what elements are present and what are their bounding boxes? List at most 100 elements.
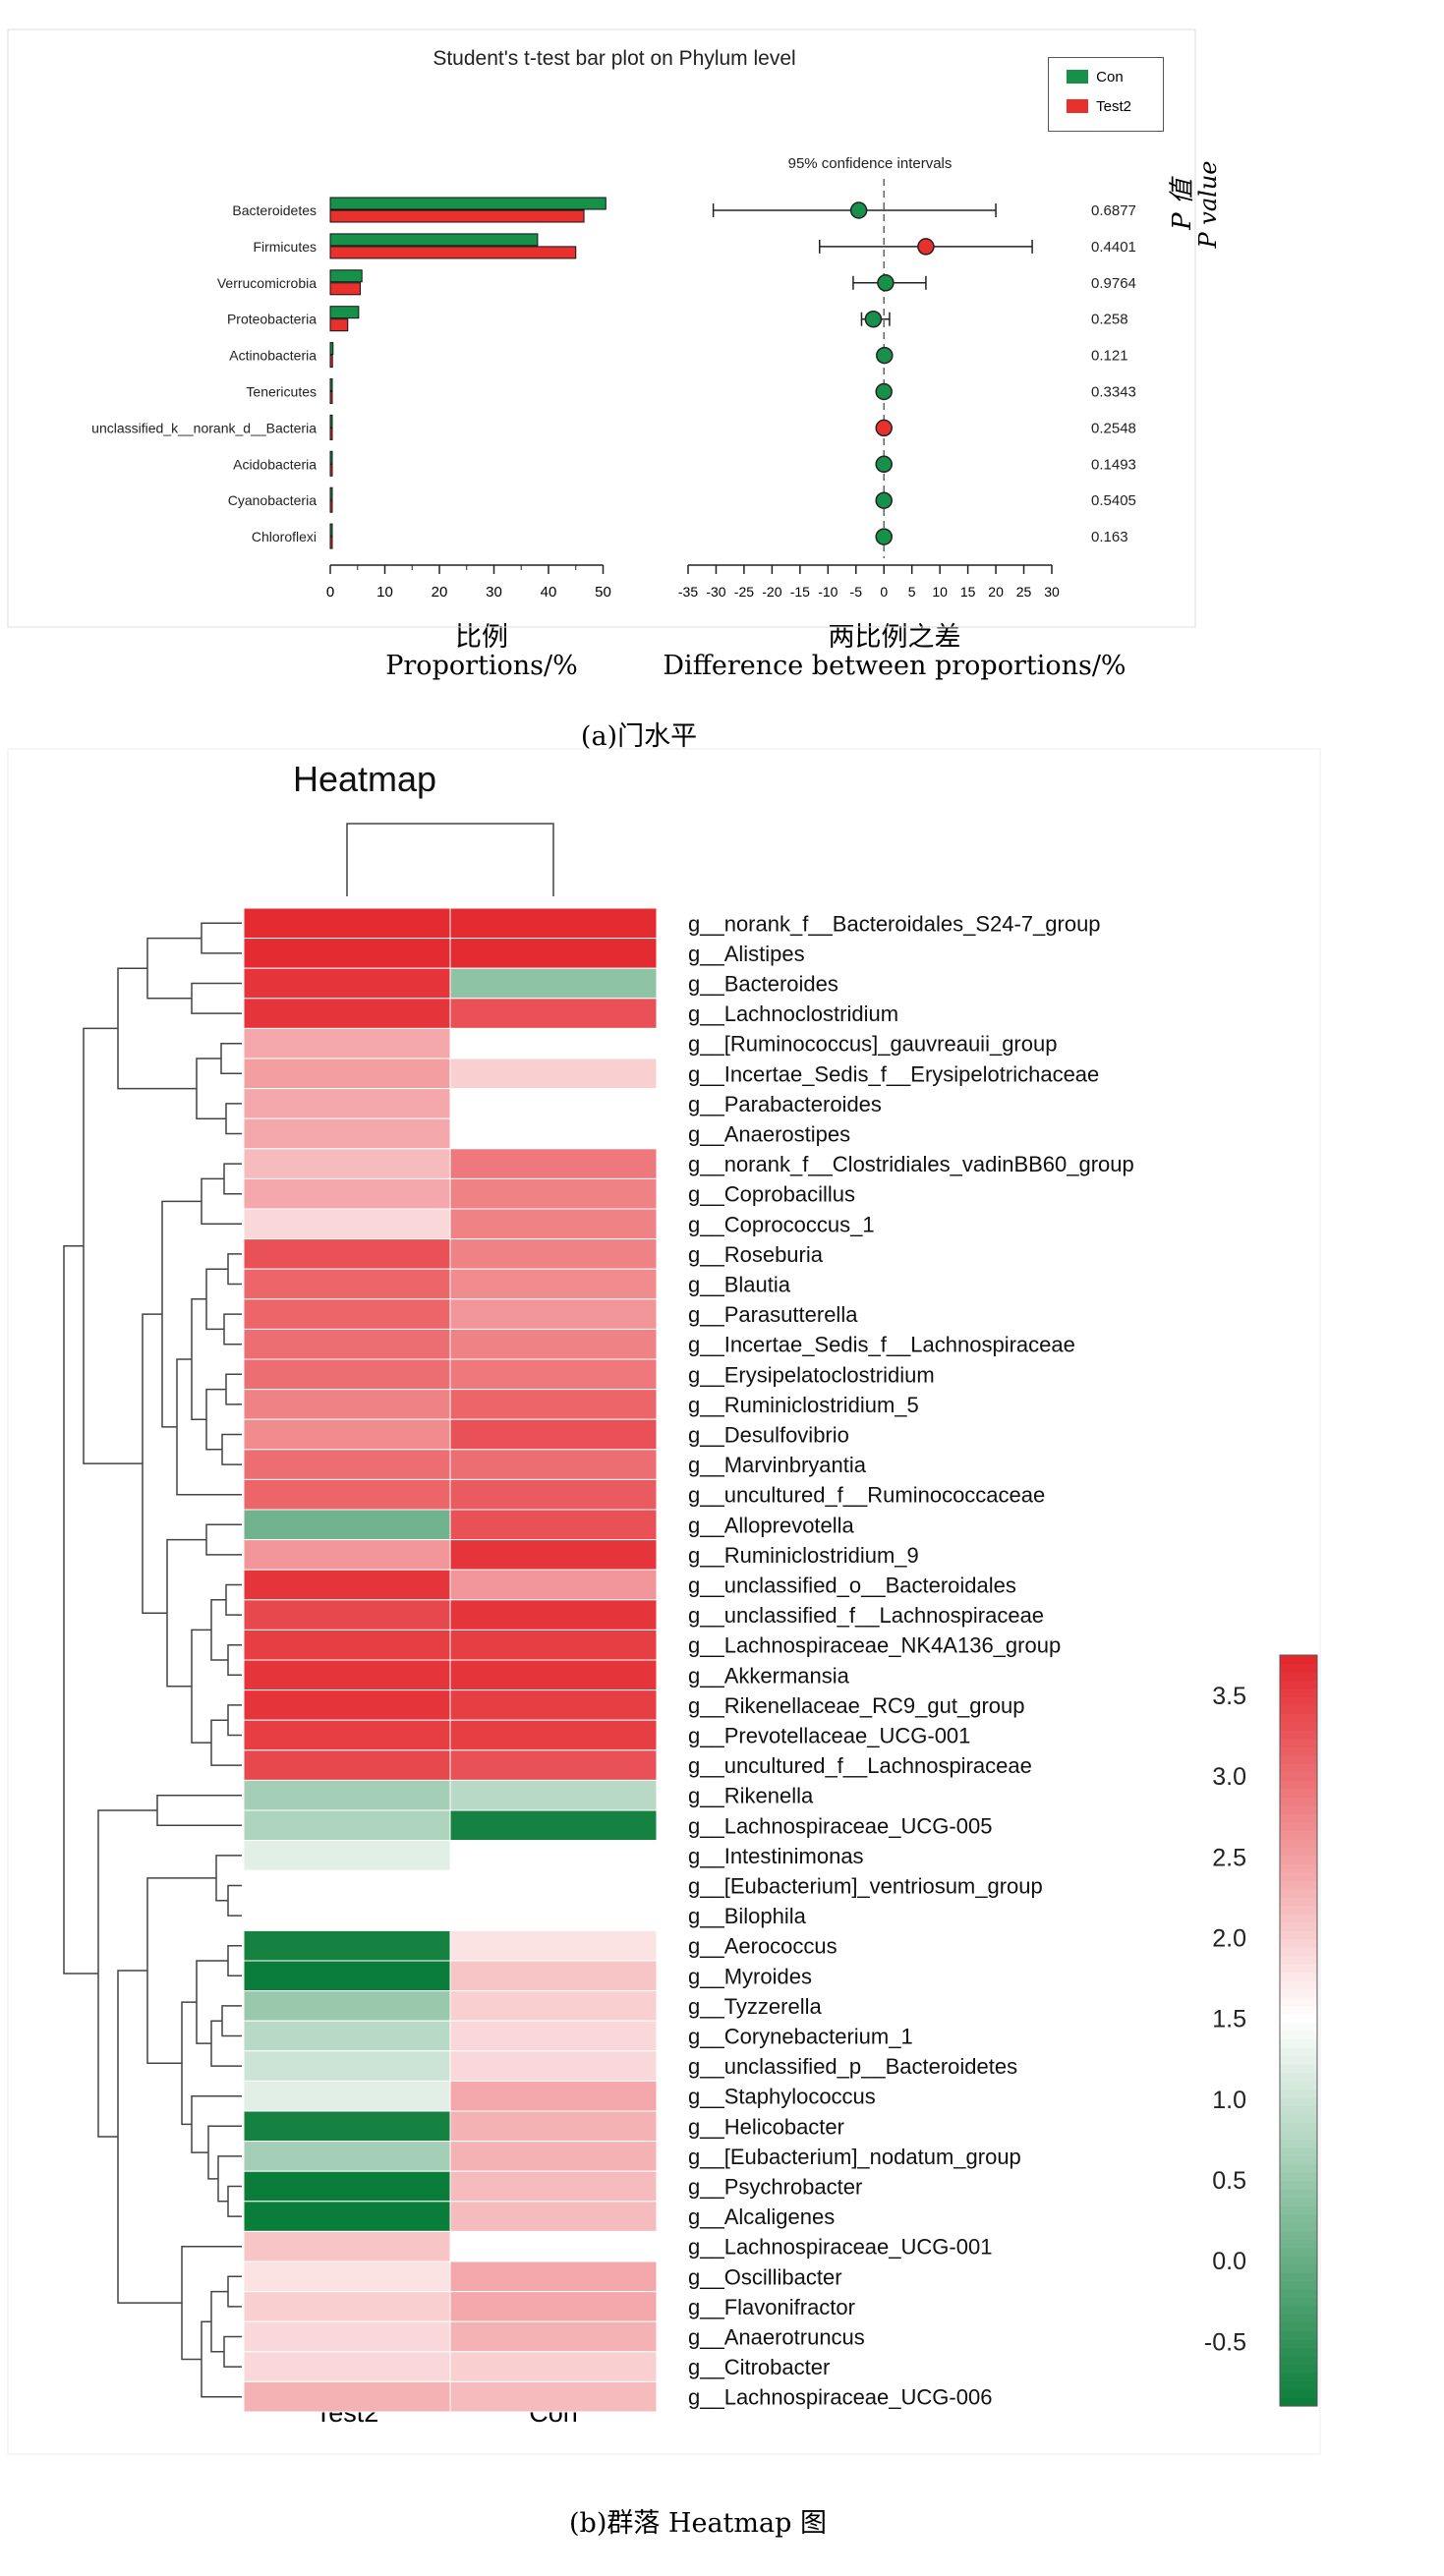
diff-x-tick-label: 5: [908, 584, 916, 600]
heatmap-cell: [243, 907, 451, 940]
caption-b: (b)群落 Heatmap 图: [569, 2508, 827, 2539]
row-label: g__Coprobacillus: [688, 1182, 855, 1207]
colorbar-segment: [1280, 1696, 1317, 1706]
heatmap-cell: [243, 2320, 451, 2353]
heatmap-cell: [449, 1779, 658, 1811]
row-dendrogram-branch: [223, 1163, 242, 1195]
heatmap-cell: [243, 2291, 451, 2322]
heatmap-cell: [449, 1869, 658, 1902]
heatmap-cell: [243, 1900, 451, 1931]
row-dendrogram-branch: [201, 2320, 242, 2398]
heatmap-cell: [449, 2351, 658, 2382]
bar-x-tick-label: 10: [376, 584, 393, 601]
heatmap-cell: [243, 1449, 451, 1480]
colorbar-segment: [1280, 1671, 1317, 1682]
colorbar-segment: [1280, 1888, 1317, 1898]
colorbar-segment: [1280, 1905, 1317, 1915]
colorbar-tick-label: 1.5: [1212, 2006, 1246, 2033]
row-label: g__Anaerostipes: [688, 1122, 850, 1147]
row-label: g__norank_f__Bacteroidales_S24-7_group: [688, 911, 1101, 936]
heatmap-cell: [243, 1027, 451, 1059]
phylum-label: Acidobacteria: [233, 456, 317, 472]
colorbar-segment: [1280, 1797, 1317, 1806]
colorbar-segment: [1280, 2046, 1317, 2057]
p-value-label: 0.9764: [1091, 275, 1136, 292]
row-dendrogram-branch: [227, 2185, 242, 2217]
row-label: g__Incertae_Sedis_f__Erysipelotrichaceae: [688, 1061, 1099, 1086]
legend: Con Test2: [1048, 57, 1164, 132]
heatmap-cell: [449, 1298, 658, 1330]
row-dendrogram-branch: [205, 1523, 242, 1556]
row-label: g__Myroides: [688, 1964, 812, 1988]
row-dendrogram-branch: [210, 1719, 242, 1766]
colorbar-segment: [1280, 2230, 1317, 2240]
bar-test2: [329, 427, 333, 440]
heatmap-cell: [243, 1659, 451, 1691]
row-label: g__Desulfovibrio: [688, 1423, 849, 1448]
colorbar-segment: [1280, 1847, 1317, 1857]
heatmap-cell: [449, 2050, 658, 2082]
difference-point: [875, 455, 893, 474]
row-dendrogram-branch: [191, 1298, 206, 1420]
diff-x-tick-label: -20: [762, 584, 781, 600]
row-label: g__Rikenellaceae_RC9_gut_group: [688, 1693, 1024, 1718]
heatmap-cell: [243, 938, 451, 969]
phylum-label: Firmicutes: [253, 239, 317, 255]
heatmap-cell: [449, 2080, 658, 2112]
heatmap-cell: [243, 998, 451, 1029]
colorbar-segment: [1280, 2289, 1317, 2299]
row-label: g__uncultured_f__Ruminococcaceae: [688, 1483, 1045, 1508]
heatmap-cell: [449, 1840, 658, 1871]
colorbar-segment: [1280, 2222, 1317, 2232]
colorbar-segment: [1280, 1980, 1317, 1990]
colorbar-segment: [1280, 2072, 1317, 2082]
heatmap-cell: [449, 1177, 658, 1210]
heatmap-cell: [449, 1659, 658, 1691]
row-dendrogram-branch: [117, 967, 197, 1090]
heatmap-cell: [449, 998, 658, 1029]
colorbar-segment: [1280, 1680, 1317, 1689]
heatmap-cell: [243, 1478, 451, 1511]
heatmap-cell: [243, 2170, 451, 2203]
row-dendrogram-branch: [227, 1253, 242, 1286]
colorbar-segment: [1280, 2364, 1317, 2374]
row-label: g__Helicobacter: [688, 2114, 844, 2139]
bar-x-tick-label: 20: [432, 584, 448, 601]
colorbar-tick-label: -0.5: [1204, 2328, 1246, 2356]
difference-point: [917, 238, 935, 256]
bar-test2: [329, 391, 333, 404]
heatmap-cell: [449, 2230, 658, 2262]
colorbar-segment: [1280, 1938, 1317, 1948]
row-label: g__Oscillibacter: [688, 2264, 842, 2289]
difference-point: [875, 491, 893, 509]
heatmap-cell: [243, 2380, 451, 2413]
row-dendrogram-branch: [223, 1313, 242, 1345]
bar-con: [329, 414, 333, 428]
bar-con: [329, 378, 333, 391]
colorbar-segment: [1280, 2263, 1317, 2273]
heatmap-cell: [243, 1238, 451, 1270]
colorbar-segment: [1280, 2256, 1317, 2265]
row-label: g__Corynebacterium_1: [688, 2025, 913, 2049]
colorbar-segment: [1280, 2163, 1317, 2173]
row-label: g__Erysipelatoclostridium: [688, 1362, 935, 1387]
heatmap-cell: [449, 2380, 658, 2413]
row-label: g__Lachnospiraceae_UCG-006: [688, 2385, 992, 2410]
heatmap-cell: [449, 1900, 658, 1931]
heatmap-cell: [449, 1569, 658, 1601]
heatmap-cell: [243, 2050, 451, 2082]
colorbar-segment: [1280, 1738, 1317, 1747]
row-label: g__[Ruminococcus]_gauvreauii_group: [688, 1032, 1057, 1057]
row-dendrogram-branch: [210, 2020, 242, 2067]
colorbar-tick-label: 3.0: [1212, 1763, 1246, 1791]
row-label: g__unclassified_p__Bacteroidetes: [688, 2054, 1017, 2079]
row-dendrogram-branch: [142, 1313, 167, 1614]
colorbar-segment: [1280, 1914, 1317, 1923]
row-label: g__Roseburia: [688, 1242, 824, 1267]
row-dendrogram-branch: [181, 2001, 197, 2126]
colorbar-segment: [1280, 1813, 1317, 1823]
colorbar-segment: [1280, 1871, 1317, 1881]
heatmap-cell: [243, 2110, 451, 2143]
colorbar-segment: [1280, 2380, 1317, 2390]
p-value-label: 0.163: [1091, 529, 1128, 545]
